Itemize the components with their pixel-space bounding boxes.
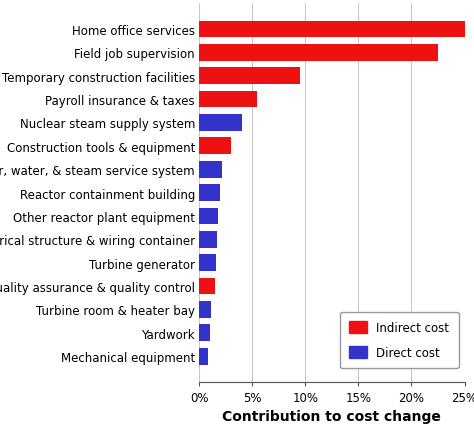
Bar	[199, 348, 208, 365]
Bar	[199, 185, 220, 201]
Bar	[199, 208, 218, 225]
Bar	[199, 255, 216, 272]
Bar	[199, 68, 300, 85]
Bar	[199, 92, 257, 108]
Bar	[199, 138, 231, 155]
Legend: Indirect cost, Direct cost: Indirect cost, Direct cost	[339, 312, 459, 368]
X-axis label: Contribution to cost change: Contribution to cost change	[222, 409, 441, 424]
Bar	[199, 325, 210, 342]
Bar	[199, 115, 242, 132]
Bar	[199, 161, 222, 178]
Bar	[199, 45, 438, 62]
Bar	[199, 301, 211, 318]
Bar	[199, 22, 465, 38]
Bar	[199, 278, 215, 295]
Bar	[199, 231, 217, 248]
